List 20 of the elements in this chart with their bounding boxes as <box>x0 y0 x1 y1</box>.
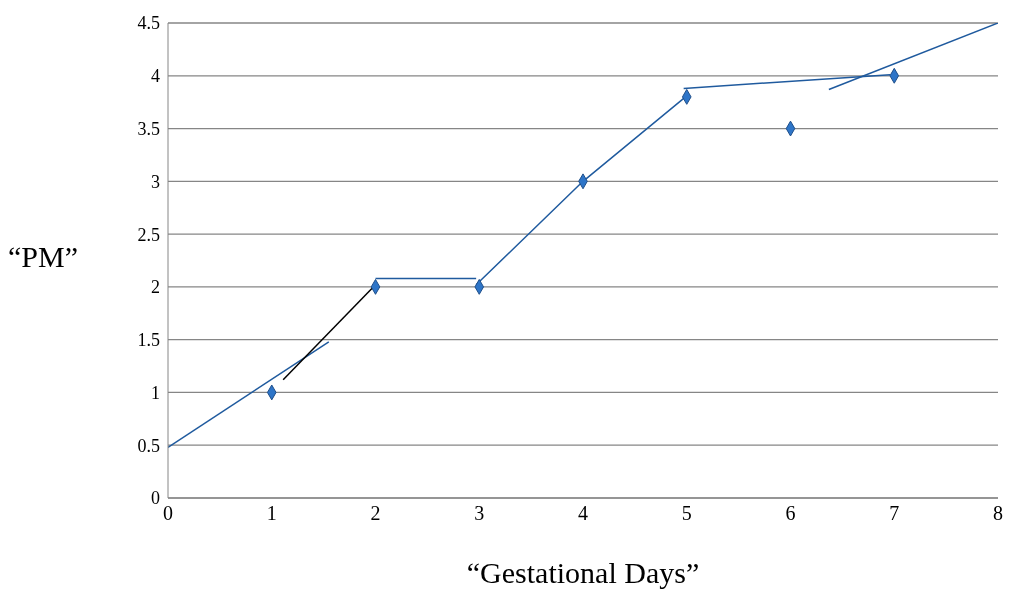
y-tick-label: 2 <box>151 277 160 298</box>
x-tick-label: 2 <box>370 502 381 525</box>
y-axis-title: “PM” <box>8 240 78 274</box>
x-tick-label: 8 <box>993 502 1003 525</box>
x-tick-label: 4 <box>578 502 588 525</box>
y-tick-label: 3.5 <box>137 118 160 139</box>
x-tick-label: 5 <box>681 502 692 525</box>
y-tick-label: 0.5 <box>137 435 160 456</box>
x-tick-label: 3 <box>474 502 485 525</box>
x-axis-title: “Gestational Days” <box>466 556 700 589</box>
y-tick-label: 1.5 <box>137 330 160 351</box>
y-tick-label: 1 <box>151 382 160 403</box>
x-tick-label: 1 <box>266 502 277 525</box>
y-tick-label: 0 <box>151 488 160 509</box>
x-tick-label: 6 <box>785 502 796 525</box>
y-tick-label: 3 <box>151 171 160 192</box>
y-tick-label: 2.5 <box>137 224 160 245</box>
y-tick-label: 4 <box>151 66 160 87</box>
x-tick-label: 7 <box>889 502 900 525</box>
y-tick-label: 4.5 <box>137 13 160 34</box>
